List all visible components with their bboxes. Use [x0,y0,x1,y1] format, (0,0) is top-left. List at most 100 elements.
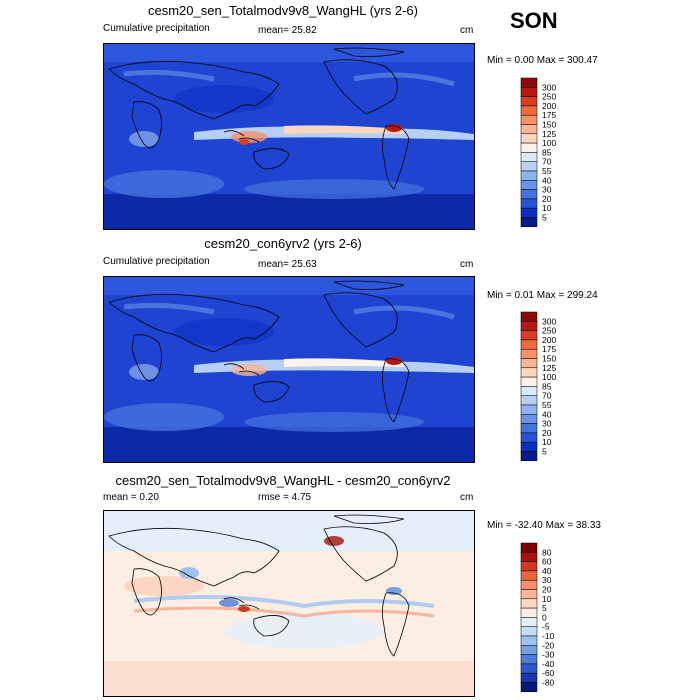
colorbar-level-label: 200 [542,335,556,345]
colorbar-swatch [520,311,538,322]
colorbar-level-label: 30 [542,185,552,195]
colorbar-level-label: 10 [542,594,552,604]
colorbar-swatch [520,358,538,369]
panel-3-map [103,510,475,697]
panel-3-rmse-label: rmse = 4.75 [258,492,312,503]
colorbar-swatch [520,217,538,228]
colorbar-swatch [520,635,538,646]
panel-2-units: cm [460,259,474,270]
colorbar-swatch [520,376,538,387]
colorbar-swatch [520,607,538,618]
colorbar-level-label: -60 [542,668,555,678]
colorbar-swatch [520,207,538,218]
colorbar-level-label: 10 [542,437,552,447]
colorbar-swatch [520,654,538,665]
colorbar-swatch [520,682,538,693]
colorbar-level-label: 175 [542,110,556,120]
colorbar-swatch [520,114,538,125]
colorbar-swatch [520,589,538,600]
colorbar-swatch [520,570,538,581]
panel-1-left-label: Cumulative precipitation [103,23,210,34]
colorbar-swatch [520,105,538,116]
colorbar-level-label: -5 [542,622,550,632]
colorbar-swatch [520,626,538,637]
colorbar-swatch [520,579,538,590]
colorbar-swatch [520,124,538,135]
colorbar-level-label: 300 [542,82,556,92]
colorbar-level-label: -10 [542,631,555,641]
colorbar-swatch [520,330,538,341]
colorbar-swatch [520,321,538,331]
colorbar-level-label: 70 [542,391,552,401]
colorbar-level-label: 85 [542,381,552,391]
colorbar-level-label: -30 [542,650,555,660]
panel-2-minmax: Min = 0.01 Max = 299.24 [487,290,598,301]
colorbar-swatch [520,441,538,452]
panel-2-title: cesm20_con6yrv2 (yrs 2-6) [204,236,362,251]
colorbar-level-label: -80 [542,678,555,688]
panel-2-map-svg [104,277,474,462]
colorbar-swatch [520,386,538,396]
colorbar-swatch [520,161,538,172]
colorbar-level-label: 85 [542,147,552,157]
panel-1-title: cesm20_sen_Totalmodv9v8_WangHL (yrs 2-6) [148,3,418,18]
colorbar-swatch [520,617,538,627]
colorbar-swatch [520,339,538,350]
panel-2-mean-label: mean= 25.63 [258,259,317,270]
panel-2-map [103,276,475,463]
colorbar-level-label: 40 [542,175,552,185]
colorbar-level-label: 0 [542,612,547,622]
panel-1-mean-label: mean= 25.82 [258,25,317,36]
colorbar-level-label: 125 [542,129,556,139]
colorbar-level-label: 40 [542,409,552,419]
colorbar-level-label: 250 [542,326,556,336]
colorbar-swatch [520,423,538,434]
colorbar-swatch [520,170,538,181]
colorbar-swatch [520,189,538,200]
colorbar-swatch [520,198,538,209]
colorbar-level-label: 55 [542,400,552,410]
panel-1-minmax: Min = 0.00 Max = 300.47 [487,55,598,66]
colorbar-level-label: -20 [542,640,555,650]
colorbar-level-label: 70 [542,157,552,167]
colorbar-swatch [520,598,538,609]
colorbar-swatch [520,414,538,424]
colorbar-swatch [520,87,538,97]
colorbar-swatch [520,552,538,562]
colorbar-level-label: 30 [542,575,552,585]
panel-2-coastlines [108,280,410,423]
panel-3-map-svg [104,511,474,696]
colorbar-level-label: 20 [542,585,552,595]
colorbar-level-label: 5 [542,447,547,457]
panel-2-colorbar: 300 250 200 175 150 125 100 85 70 55 40 30 20 10 5 [520,311,581,463]
colorbar-level-label: 100 [542,138,556,148]
colorbar-swatch [520,395,538,406]
panel-3-colorbar: 80 60 40 30 20 10 5 0 -5 -10 -20 -30 -40 -60 -80 [520,542,581,694]
colorbar-level-label: -40 [542,659,555,669]
colorbar-swatch [520,367,538,378]
colorbar-swatch [520,561,538,572]
panel-1-coastlines [108,47,410,190]
colorbar-swatch [520,663,538,674]
colorbar-swatch [520,96,538,107]
colorbar-level-label: 20 [542,428,552,438]
colorbar-level-label: 60 [542,557,552,567]
panel-1-map-svg [104,44,474,229]
colorbar-swatch [520,142,538,153]
colorbar-level-label: 40 [542,566,552,576]
colorbar-swatch [520,432,538,443]
season-label: SON [510,8,558,33]
colorbar-level-label: 5 [542,603,547,613]
colorbar-level-label: 10 [542,203,552,213]
colorbar-level-label: 250 [542,92,556,102]
colorbar-level-label: 20 [542,194,552,204]
panel-3-mean-label: mean = 0.20 [103,492,159,503]
panel-3-coastlines [108,514,410,657]
panel-3-title: cesm20_sen_Totalmodv9v8_WangHL - cesm20_… [115,473,451,488]
colorbar-level-label: 175 [542,344,556,354]
panel-1-colorbar: 300 250 200 175 150 125 100 85 70 55 40 30 20 10 5 [520,77,581,229]
panel-3-units: cm [460,492,474,503]
